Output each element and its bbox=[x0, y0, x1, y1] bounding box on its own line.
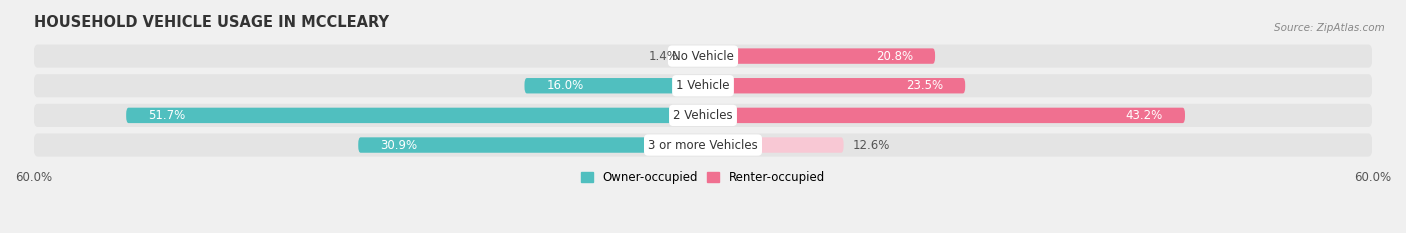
Text: No Vehicle: No Vehicle bbox=[672, 50, 734, 63]
FancyBboxPatch shape bbox=[703, 48, 935, 64]
FancyBboxPatch shape bbox=[359, 137, 703, 153]
FancyBboxPatch shape bbox=[34, 104, 1372, 127]
Text: 16.0%: 16.0% bbox=[547, 79, 583, 92]
Text: 30.9%: 30.9% bbox=[381, 139, 418, 151]
Text: 20.8%: 20.8% bbox=[876, 50, 912, 63]
Text: 43.2%: 43.2% bbox=[1125, 109, 1163, 122]
Text: 1 Vehicle: 1 Vehicle bbox=[676, 79, 730, 92]
FancyBboxPatch shape bbox=[127, 108, 703, 123]
FancyBboxPatch shape bbox=[34, 45, 1372, 68]
FancyBboxPatch shape bbox=[703, 108, 1185, 123]
Legend: Owner-occupied, Renter-occupied: Owner-occupied, Renter-occupied bbox=[576, 166, 830, 188]
FancyBboxPatch shape bbox=[34, 134, 1372, 157]
Text: HOUSEHOLD VEHICLE USAGE IN MCCLEARY: HOUSEHOLD VEHICLE USAGE IN MCCLEARY bbox=[34, 15, 388, 30]
Text: 1.4%: 1.4% bbox=[648, 50, 679, 63]
FancyBboxPatch shape bbox=[688, 48, 703, 64]
Text: 3 or more Vehicles: 3 or more Vehicles bbox=[648, 139, 758, 151]
Text: 23.5%: 23.5% bbox=[905, 79, 943, 92]
FancyBboxPatch shape bbox=[34, 74, 1372, 97]
Text: 2 Vehicles: 2 Vehicles bbox=[673, 109, 733, 122]
FancyBboxPatch shape bbox=[703, 137, 844, 153]
FancyBboxPatch shape bbox=[703, 78, 965, 93]
Text: 12.6%: 12.6% bbox=[852, 139, 890, 151]
Text: 51.7%: 51.7% bbox=[149, 109, 186, 122]
Text: Source: ZipAtlas.com: Source: ZipAtlas.com bbox=[1274, 23, 1385, 33]
FancyBboxPatch shape bbox=[524, 78, 703, 93]
